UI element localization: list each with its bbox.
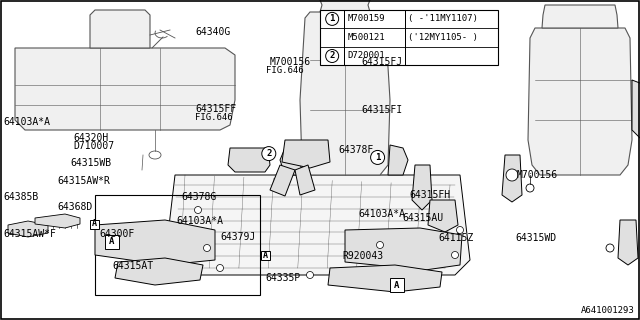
Circle shape bbox=[262, 147, 276, 161]
Polygon shape bbox=[295, 165, 315, 195]
Polygon shape bbox=[95, 220, 215, 265]
Text: 64368D: 64368D bbox=[58, 202, 93, 212]
Circle shape bbox=[506, 169, 518, 181]
Text: 64340G: 64340G bbox=[195, 27, 230, 37]
Bar bbox=[95, 195, 260, 295]
Text: A: A bbox=[263, 251, 268, 260]
Polygon shape bbox=[282, 140, 330, 168]
Text: 1: 1 bbox=[330, 14, 335, 23]
Circle shape bbox=[216, 265, 223, 271]
Polygon shape bbox=[388, 145, 408, 175]
Text: 64378F: 64378F bbox=[338, 145, 373, 155]
Polygon shape bbox=[228, 148, 270, 172]
Text: M700159: M700159 bbox=[348, 14, 385, 23]
Text: M700156: M700156 bbox=[270, 57, 311, 68]
Text: D710007: D710007 bbox=[74, 141, 115, 151]
Bar bbox=[261, 251, 270, 260]
Polygon shape bbox=[320, 0, 370, 12]
Text: 64385B: 64385B bbox=[3, 192, 38, 203]
Text: 2: 2 bbox=[266, 149, 271, 158]
Text: 64300F: 64300F bbox=[99, 228, 134, 239]
Text: 64315AU: 64315AU bbox=[402, 212, 443, 223]
Polygon shape bbox=[428, 200, 458, 232]
Polygon shape bbox=[502, 155, 522, 202]
Polygon shape bbox=[528, 28, 632, 175]
Text: 64315FJ: 64315FJ bbox=[362, 57, 403, 68]
Text: 64315FI: 64315FI bbox=[362, 105, 403, 116]
Text: 64378G: 64378G bbox=[181, 192, 216, 203]
Text: A: A bbox=[92, 220, 97, 228]
Polygon shape bbox=[300, 12, 390, 175]
Polygon shape bbox=[618, 220, 638, 265]
Circle shape bbox=[326, 12, 339, 25]
Polygon shape bbox=[632, 80, 640, 138]
Circle shape bbox=[204, 244, 211, 252]
Circle shape bbox=[371, 150, 385, 164]
Polygon shape bbox=[15, 48, 235, 130]
Text: 2: 2 bbox=[330, 52, 335, 60]
Polygon shape bbox=[328, 265, 442, 292]
Text: FIG.646: FIG.646 bbox=[266, 66, 303, 75]
Text: 64379J: 64379J bbox=[221, 232, 256, 243]
Polygon shape bbox=[270, 165, 295, 196]
Circle shape bbox=[526, 184, 534, 192]
Polygon shape bbox=[412, 165, 432, 210]
Polygon shape bbox=[35, 214, 80, 228]
Circle shape bbox=[195, 206, 202, 213]
Text: 64103A*A: 64103A*A bbox=[358, 209, 405, 219]
Circle shape bbox=[451, 252, 458, 259]
Text: 64320H: 64320H bbox=[74, 132, 109, 143]
Text: 64315FF: 64315FF bbox=[195, 104, 236, 114]
Bar bbox=[105, 235, 119, 249]
Circle shape bbox=[326, 50, 339, 62]
Text: 64103A*A: 64103A*A bbox=[3, 116, 50, 127]
Text: 64335P: 64335P bbox=[266, 273, 301, 284]
Polygon shape bbox=[8, 221, 48, 237]
Polygon shape bbox=[542, 5, 618, 28]
Text: 64315WB: 64315WB bbox=[70, 158, 111, 168]
Text: 64315AW*F: 64315AW*F bbox=[3, 228, 56, 239]
Polygon shape bbox=[90, 10, 150, 48]
Circle shape bbox=[456, 227, 463, 234]
Circle shape bbox=[376, 242, 383, 249]
Text: 1: 1 bbox=[375, 153, 380, 162]
Text: A: A bbox=[394, 281, 400, 290]
Text: M500121: M500121 bbox=[348, 33, 385, 42]
Bar bbox=[390, 278, 404, 292]
Polygon shape bbox=[165, 175, 470, 275]
Bar bbox=[320, 10, 498, 65]
Text: ( -'11MY1107): ( -'11MY1107) bbox=[408, 14, 478, 23]
Polygon shape bbox=[345, 228, 462, 270]
Text: ('12MY1105- ): ('12MY1105- ) bbox=[408, 33, 478, 42]
Text: A: A bbox=[109, 237, 115, 246]
Text: 64315FH: 64315FH bbox=[410, 190, 451, 200]
Text: A641001293: A641001293 bbox=[581, 306, 635, 315]
Text: 64115Z: 64115Z bbox=[438, 233, 474, 244]
Text: M700156: M700156 bbox=[517, 170, 558, 180]
Text: 64315WD: 64315WD bbox=[515, 233, 556, 244]
Bar bbox=[90, 220, 99, 228]
Text: 64103A*A: 64103A*A bbox=[176, 216, 223, 227]
Text: FIG.646: FIG.646 bbox=[195, 113, 233, 122]
Polygon shape bbox=[115, 258, 203, 285]
Polygon shape bbox=[280, 145, 302, 175]
Text: 64315AW*R: 64315AW*R bbox=[58, 176, 111, 186]
Text: 64315AT: 64315AT bbox=[112, 261, 153, 271]
Text: D720001: D720001 bbox=[348, 52, 385, 60]
Circle shape bbox=[606, 244, 614, 252]
Text: R920043: R920043 bbox=[342, 251, 383, 261]
Circle shape bbox=[307, 271, 314, 278]
